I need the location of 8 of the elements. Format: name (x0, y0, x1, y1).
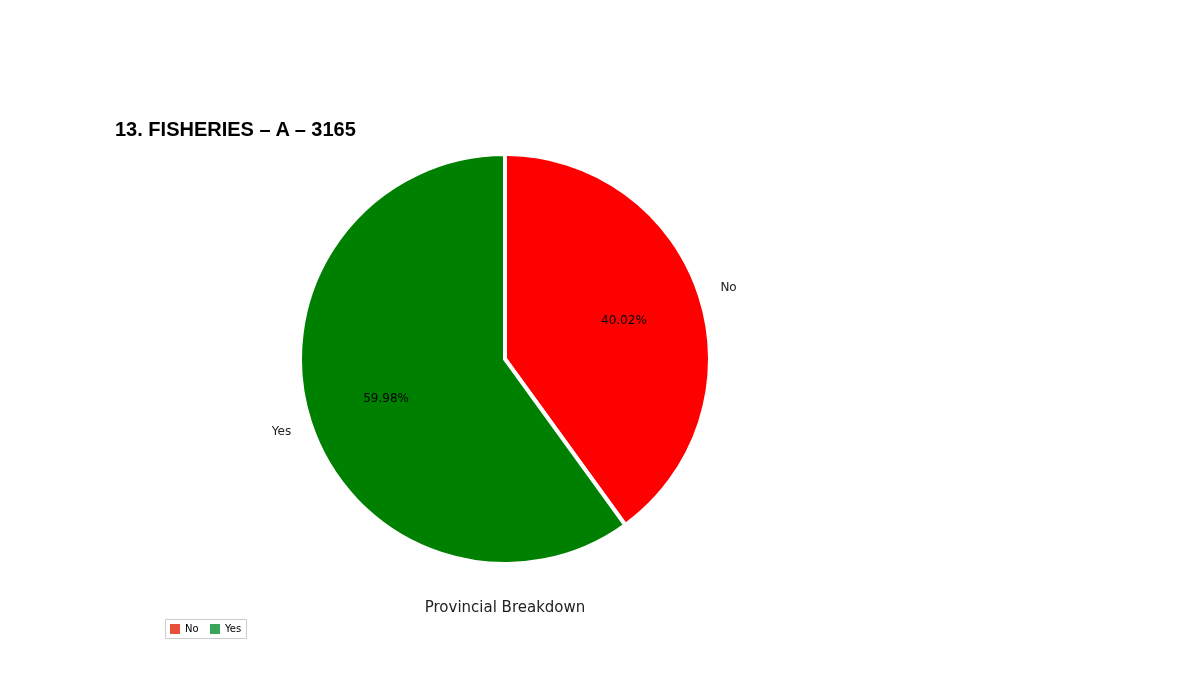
slice-label: No (720, 279, 737, 294)
slice-label: Yes (270, 424, 292, 439)
text: Provincial Breakdown (424, 597, 586, 616)
data-label: 59.98% (363, 390, 409, 405)
legend-label: No (185, 623, 199, 634)
data-label: 40.02% (601, 313, 647, 328)
legend-label: Yes (224, 623, 242, 634)
chart-title: 13. FISHERIES – A – 3165 (115, 118, 356, 140)
